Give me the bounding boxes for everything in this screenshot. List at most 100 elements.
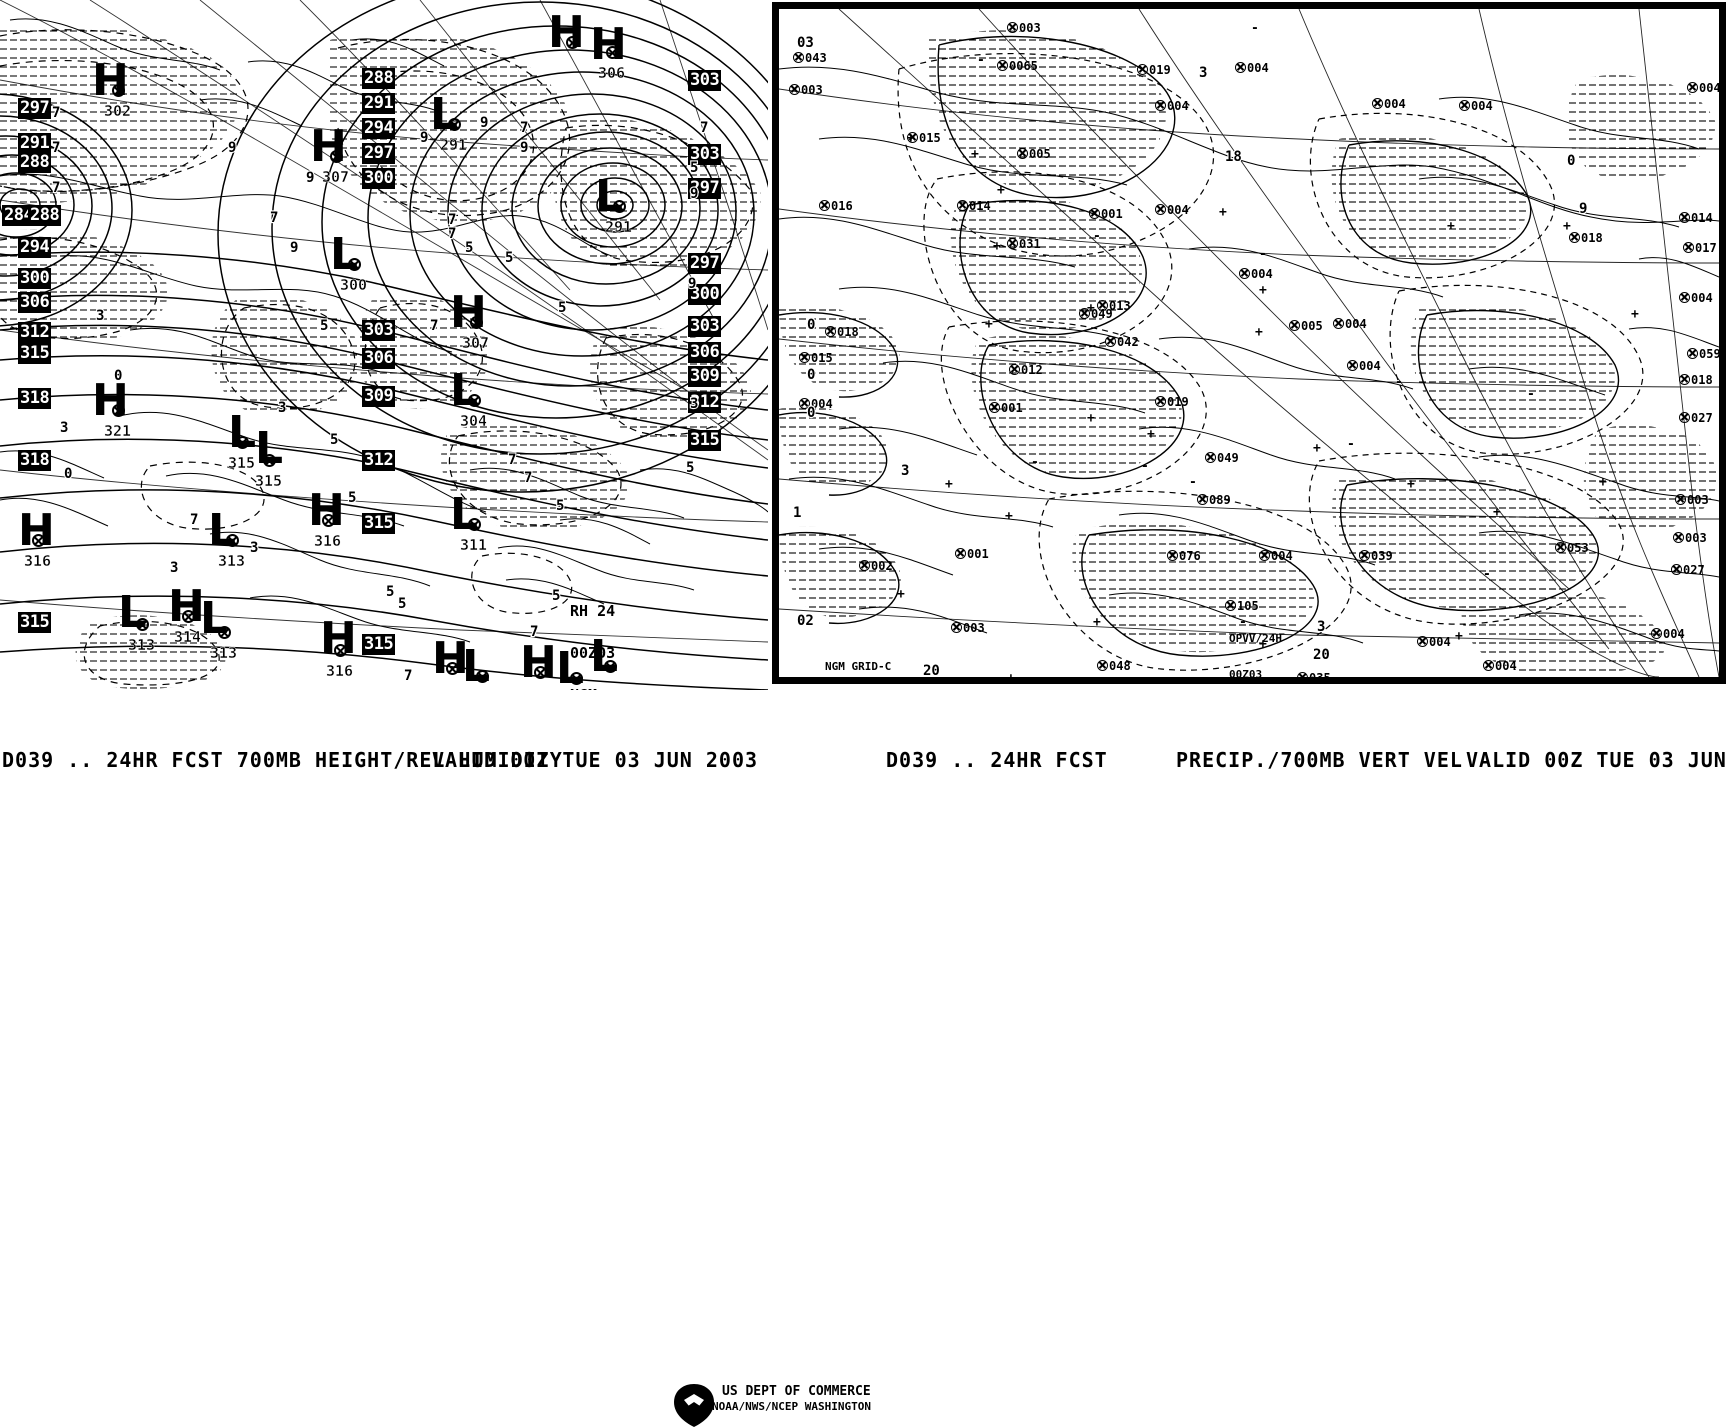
precipitation-value: 089	[1197, 493, 1231, 507]
low-pressure-center: L	[590, 635, 636, 682]
precipitation-value: 004	[1459, 99, 1493, 113]
precipitation-value: 002	[859, 559, 893, 573]
precipitation-value: 042	[1105, 335, 1139, 349]
ngm-grid-line1: NGM GRID-C	[825, 660, 892, 673]
precipitation-value: 004	[1372, 97, 1406, 111]
chart-footer: D039 .. 24HR FCST 700MB HEIGHT/REL HUMID…	[0, 690, 1728, 1427]
station-marker-icon	[1097, 660, 1108, 671]
upward-motion-marker: +	[1447, 219, 1455, 234]
precipitation-value: 001	[989, 401, 1023, 415]
low-pressure-center: L 291	[430, 93, 476, 155]
station-marker-icon	[1009, 364, 1020, 375]
high-pressure-center: H 307	[310, 125, 356, 187]
height-label: 318	[18, 450, 52, 471]
humidity-contour-label: 3	[59, 419, 70, 437]
precipitation-amount: 017	[1695, 241, 1717, 255]
precipitation-amount: 001	[967, 547, 989, 561]
height-label: 300	[362, 168, 396, 189]
station-marker-icon	[907, 132, 918, 143]
precipitation-amount: 027	[1683, 563, 1705, 577]
station-marker-icon	[997, 60, 1008, 71]
station-marker-icon	[1097, 300, 1108, 311]
pressure-center-value: 291	[605, 218, 633, 236]
upward-motion-marker: +	[907, 131, 915, 146]
precipitation-amount: 076	[1179, 549, 1201, 563]
height-label: 303	[688, 316, 722, 337]
low-pressure-center: L 291	[595, 175, 641, 237]
precipitation-value: 039	[1359, 549, 1393, 563]
footer-left-valid: VALID 00Z TUE 03 JUN 2003	[432, 748, 759, 772]
left-map-panel: 297 291 288 284 288 294 300 306 312 315 318 318 315 …	[0, 0, 768, 690]
pressure-center-value: 313	[218, 552, 246, 570]
precipitation-value: 013	[1097, 299, 1131, 313]
station-marker-icon	[1105, 336, 1116, 347]
precipitation-value: 027	[1671, 563, 1705, 577]
precipitation-value: 015	[799, 351, 833, 365]
precipitation-value: 014	[957, 199, 991, 213]
station-marker-icon	[1372, 98, 1383, 109]
height-label: 312	[18, 322, 52, 343]
center-marker-icon	[534, 666, 547, 679]
center-marker-icon	[470, 316, 483, 329]
upward-motion-marker: +	[945, 477, 953, 492]
humidity-contour-label: 5	[319, 317, 330, 335]
height-label: 288	[362, 68, 396, 89]
precipitation-amount: 004	[1663, 627, 1685, 641]
precipitation-amount: 016	[831, 199, 853, 213]
precipitation-value: 049	[1079, 307, 1113, 321]
precipitation-value: 018	[1679, 373, 1713, 387]
precipitation-amount: 004	[1691, 291, 1713, 305]
humidity-contour-label: 5	[385, 583, 396, 601]
humidity-contour-label: 7	[51, 139, 62, 157]
upward-motion-marker: +	[1007, 671, 1015, 684]
precipitation-amount: 002	[871, 559, 893, 573]
center-marker-icon	[348, 258, 361, 271]
low-pressure-center: L316	[462, 645, 508, 691]
precipitation-value: 031	[1007, 237, 1041, 251]
pressure-center-value: 321	[104, 422, 132, 440]
upward-motion-marker: +	[1255, 325, 1263, 340]
height-label: 300	[18, 268, 52, 289]
precipitation-value: 012	[1009, 363, 1043, 377]
station-marker-icon	[1155, 100, 1166, 111]
precipitation-value: 048	[1097, 659, 1131, 673]
precipitation-value: 018	[825, 325, 859, 339]
precipitation-value: 059	[1687, 347, 1721, 361]
height-label: 303	[688, 144, 722, 165]
station-marker-icon	[1679, 374, 1690, 385]
precipitation-amount: 004	[1247, 61, 1269, 75]
precipitation-amount: 015	[811, 351, 833, 365]
center-marker-icon	[334, 644, 347, 657]
height-label: 288	[28, 205, 62, 226]
station-marker-icon	[1235, 62, 1246, 73]
footer-right-field: PRECIP./700MB VERT VEL	[1176, 748, 1463, 772]
precipitation-value: 049	[1205, 451, 1239, 465]
station-marker-icon	[1017, 148, 1028, 159]
precipitation-value: 004	[1333, 317, 1367, 331]
station-marker-icon	[819, 200, 830, 211]
high-glyph: H	[590, 19, 627, 70]
center-marker-icon	[32, 534, 45, 547]
precipitation-value: 027	[1679, 411, 1713, 425]
upward-motion-marker: +	[985, 317, 993, 332]
height-label: 309	[688, 366, 722, 387]
upward-motion-marker: +	[1631, 307, 1639, 322]
precipitation-value: 003	[789, 83, 823, 97]
agency-name-line1: US DEPT OF COMMERCE	[722, 1384, 871, 1399]
precipitation-amount: 0065	[1009, 59, 1038, 73]
opvv-line2: 00Z03	[1229, 668, 1263, 681]
precipitation-amount: 012	[1021, 363, 1043, 377]
precipitation-amount: 053	[1567, 541, 1589, 555]
height-label: 303	[688, 70, 722, 91]
vertical-velocity-label: 0	[1566, 152, 1577, 170]
height-label: 315	[362, 513, 396, 534]
precipitation-value: 004	[1679, 291, 1713, 305]
upward-motion-marker: +	[1087, 301, 1095, 316]
precipitation-amount: 049	[1217, 451, 1239, 465]
vertical-velocity-label: 03	[796, 34, 815, 52]
upward-motion-marker: +	[1219, 205, 1227, 220]
pressure-center-value: 306	[598, 64, 626, 82]
precipitation-amount: 059	[1699, 347, 1721, 361]
pressure-center-value: 315	[228, 454, 256, 472]
humidity-contour-label: 3	[249, 539, 260, 557]
